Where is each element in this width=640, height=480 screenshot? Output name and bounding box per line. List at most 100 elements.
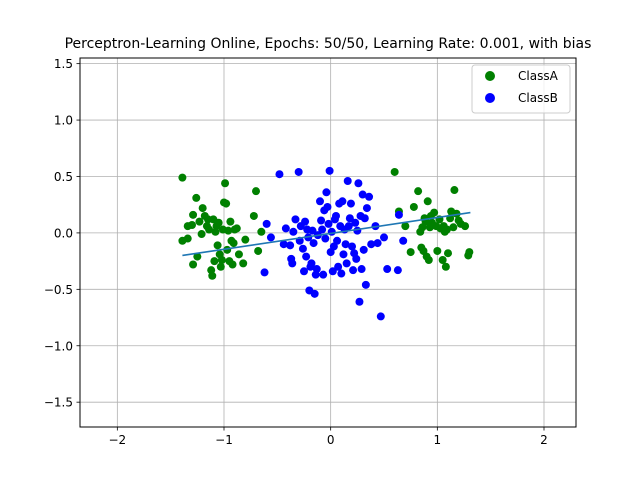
point-classa	[226, 217, 235, 226]
plot-frame	[79, 57, 577, 428]
point-classa	[254, 246, 263, 255]
point-classa	[193, 252, 202, 261]
point-classa	[195, 217, 204, 226]
x-tick-label: 0	[327, 433, 335, 447]
point-classa	[390, 167, 399, 176]
point-classb	[360, 214, 369, 223]
point-classb	[346, 199, 355, 208]
point-classb	[393, 266, 402, 275]
point-classa	[178, 173, 187, 182]
legend-marker-classb	[485, 93, 495, 103]
point-classb	[383, 265, 392, 274]
point-classb	[328, 267, 337, 276]
point-classb	[345, 214, 354, 223]
point-classa	[441, 262, 450, 271]
point-classa	[234, 250, 243, 259]
y-tick-label: 1.0	[54, 114, 73, 128]
point-classb	[323, 202, 332, 211]
point-classb	[298, 244, 307, 253]
point-classb	[312, 265, 321, 274]
point-classa	[409, 202, 418, 211]
point-classb	[337, 269, 346, 278]
point-classb	[354, 179, 363, 188]
point-classa	[210, 257, 219, 266]
point-classb	[286, 241, 295, 250]
point-classa	[449, 223, 458, 232]
point-classb	[367, 240, 376, 249]
point-classa	[239, 259, 248, 268]
point-classa	[189, 260, 198, 269]
point-classb	[321, 234, 330, 243]
point-classa	[249, 211, 258, 220]
legend-label-classa: ClassA	[518, 69, 559, 83]
point-classb	[322, 188, 331, 197]
point-classa	[257, 227, 266, 236]
point-classa	[424, 255, 433, 264]
point-classa	[414, 187, 423, 196]
grid	[80, 58, 576, 427]
point-classb	[309, 239, 318, 248]
point-classb	[357, 265, 366, 274]
decision-boundary-line	[182, 211, 471, 257]
y-tick-label: 1.5	[54, 57, 73, 71]
point-classb	[344, 222, 353, 231]
point-classb	[324, 219, 333, 228]
point-classa	[433, 246, 442, 255]
point-classb	[399, 236, 408, 245]
point-classa	[465, 248, 474, 257]
legend-marker-classa	[485, 71, 495, 81]
x-tick-label: 2	[540, 433, 548, 447]
point-classb	[279, 240, 288, 249]
point-classb	[289, 227, 298, 236]
chart-title: Perceptron-Learning Online, Epochs: 50/5…	[65, 36, 592, 52]
point-classa	[430, 208, 439, 217]
point-classb	[362, 204, 371, 213]
point-classb	[333, 236, 342, 245]
point-classa	[198, 204, 207, 213]
point-classa	[232, 224, 241, 233]
point-classb	[352, 254, 361, 263]
point-classa	[442, 225, 451, 234]
point-classa	[450, 186, 459, 195]
point-classb	[376, 312, 385, 321]
point-classb	[359, 245, 368, 254]
point-classb	[355, 297, 364, 306]
point-classb	[380, 233, 388, 242]
y-tick-label: −1.0	[44, 339, 73, 353]
point-classa	[438, 255, 447, 264]
point-classa	[217, 255, 226, 264]
point-classb	[318, 225, 327, 234]
legend-label-classb: ClassB	[518, 91, 558, 105]
point-classa	[229, 239, 238, 248]
point-classa	[214, 218, 223, 227]
legend: ClassA ClassB	[471, 64, 571, 114]
point-classb	[334, 262, 343, 271]
point-classb	[342, 259, 351, 268]
point-classa	[213, 241, 222, 250]
point-classa	[189, 210, 198, 219]
point-classb	[266, 233, 275, 242]
point-classa	[228, 260, 237, 269]
legend-box	[471, 64, 571, 114]
point-classb	[300, 267, 308, 276]
point-classb	[394, 210, 403, 219]
point-classa	[197, 230, 206, 239]
point-classb	[317, 216, 326, 225]
point-classb	[332, 211, 340, 220]
y-tick-label: −0.5	[44, 283, 73, 297]
point-classb	[310, 289, 319, 298]
point-classa	[241, 235, 250, 244]
point-classb	[341, 240, 350, 249]
point-classa	[205, 225, 214, 234]
point-classb	[327, 227, 336, 236]
point-classb	[361, 280, 370, 289]
point-classb	[343, 177, 352, 185]
point-classb	[294, 167, 303, 176]
point-classb	[308, 226, 317, 235]
series-layer	[178, 166, 474, 321]
point-classa	[406, 248, 415, 257]
point-classa	[188, 221, 196, 230]
x-tick-label: −2	[108, 433, 126, 447]
point-classa	[224, 226, 233, 235]
point-classb	[262, 219, 271, 228]
